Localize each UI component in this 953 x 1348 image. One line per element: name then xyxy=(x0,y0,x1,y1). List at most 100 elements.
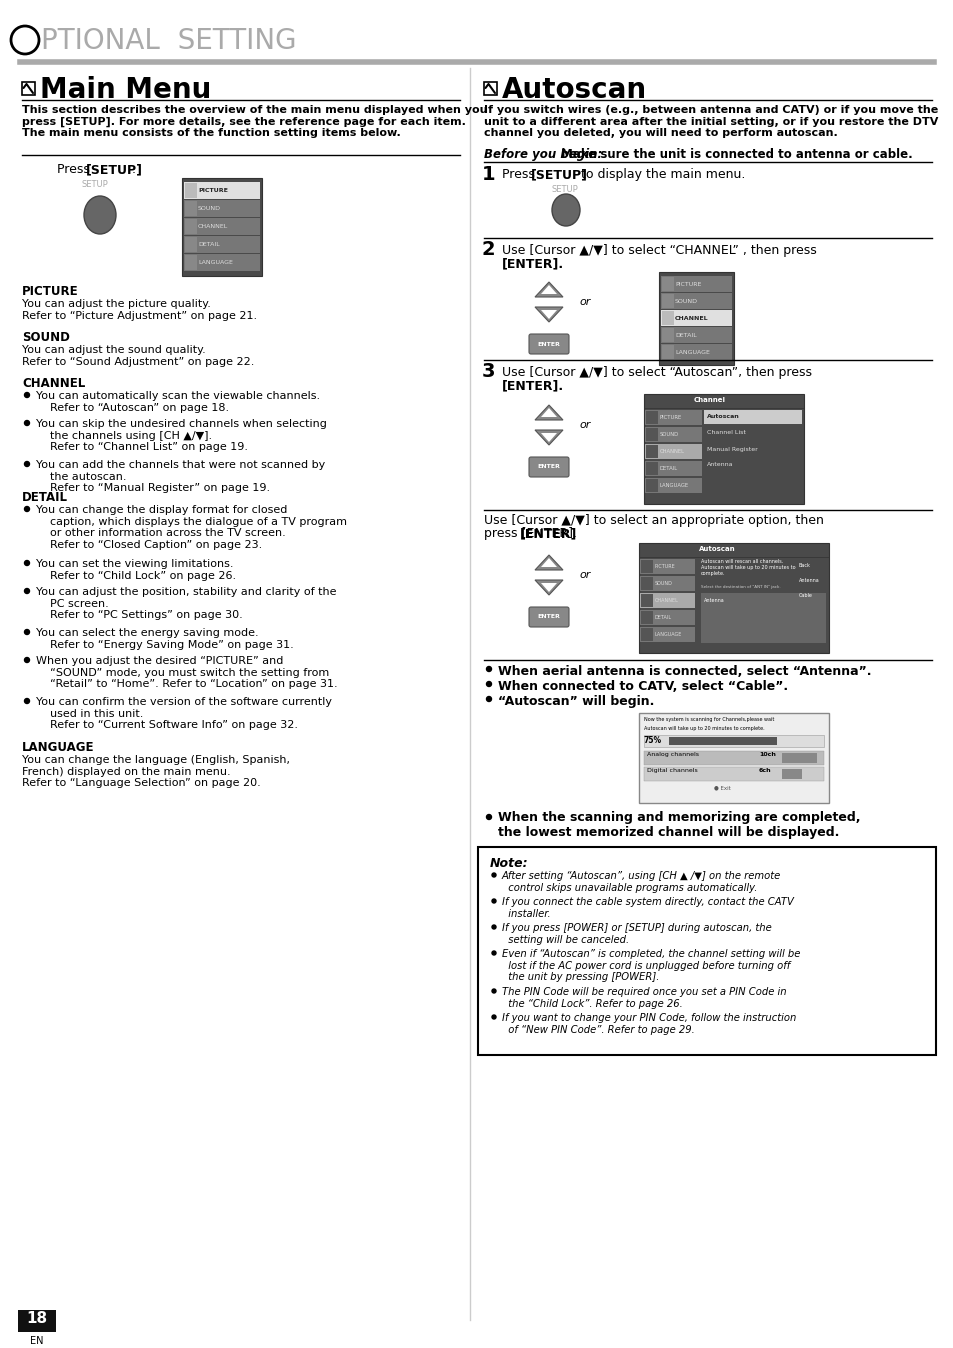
Text: If you switch wires (e.g., between antenna and CATV) or if you move the
unit to : If you switch wires (e.g., between anten… xyxy=(483,105,938,139)
Text: Make sure the unit is connected to antenna or cable.: Make sure the unit is connected to anten… xyxy=(557,148,912,160)
Text: CHANNEL: CHANNEL xyxy=(655,599,679,603)
Polygon shape xyxy=(540,582,557,592)
FancyBboxPatch shape xyxy=(640,628,652,642)
FancyBboxPatch shape xyxy=(639,627,695,642)
Text: SOUND: SOUND xyxy=(655,581,672,586)
FancyBboxPatch shape xyxy=(781,754,816,763)
FancyBboxPatch shape xyxy=(184,253,260,271)
Text: You can adjust the sound quality.
Refer to “Sound Adjustment” on page 22.: You can adjust the sound quality. Refer … xyxy=(22,345,254,367)
Text: After setting “Autoscan”, using [CH ▲ /▼] on the remote
  control skips unavaila: After setting “Autoscan”, using [CH ▲ /▼… xyxy=(501,871,781,892)
Circle shape xyxy=(25,421,30,426)
Text: Press: Press xyxy=(501,168,538,181)
Text: You can automatically scan the viewable channels.
    Refer to “Autoscan” on pag: You can automatically scan the viewable … xyxy=(36,391,320,412)
Text: DETAIL: DETAIL xyxy=(655,615,672,620)
Circle shape xyxy=(486,814,491,820)
Text: or: or xyxy=(578,297,590,307)
Text: to display the main menu.: to display the main menu. xyxy=(577,168,744,181)
Text: 1: 1 xyxy=(481,164,496,183)
Text: Select the destination of "ANT IN" jack.: Select the destination of "ANT IN" jack. xyxy=(700,585,780,589)
Text: When you adjust the desired “PICTURE” and
    “SOUND” mode, you must switch the : When you adjust the desired “PICTURE” an… xyxy=(36,656,337,689)
FancyBboxPatch shape xyxy=(529,457,568,477)
Text: DETAIL: DETAIL xyxy=(659,466,678,470)
FancyBboxPatch shape xyxy=(643,394,803,504)
Text: LANGUAGE: LANGUAGE xyxy=(675,350,709,355)
Text: [ENTER].: [ENTER]. xyxy=(501,257,563,270)
Text: PICTURE: PICTURE xyxy=(198,189,228,194)
Text: You can add the channels that were not scanned by
    the autoscan.
    Refer to: You can add the channels that were not s… xyxy=(36,460,325,493)
Text: LANGUAGE: LANGUAGE xyxy=(659,483,688,488)
Text: You can skip the undesired channels when selecting
    the channels using [CH ▲/: You can skip the undesired channels when… xyxy=(36,419,327,452)
Circle shape xyxy=(492,874,496,878)
FancyBboxPatch shape xyxy=(645,479,658,492)
FancyBboxPatch shape xyxy=(643,735,823,747)
FancyBboxPatch shape xyxy=(643,751,823,766)
Text: You can change the display format for closed
    caption, which displays the dia: You can change the display format for cl… xyxy=(36,506,347,550)
Circle shape xyxy=(492,925,496,929)
Text: PTIONAL  SETTING: PTIONAL SETTING xyxy=(41,27,296,55)
Text: Autoscan will rescan all channels.
Autoscan will take up to 20 minutes to
comple: Autoscan will rescan all channels. Autos… xyxy=(700,559,795,576)
Text: DETAIL: DETAIL xyxy=(22,491,68,504)
Text: If you connect the cable system directly, contact the CATV
  installer.: If you connect the cable system directly… xyxy=(501,896,793,918)
Text: When the scanning and memorizing are completed,: When the scanning and memorizing are com… xyxy=(497,811,860,824)
FancyBboxPatch shape xyxy=(700,593,825,643)
FancyBboxPatch shape xyxy=(18,1310,56,1332)
Text: CHANNEL: CHANNEL xyxy=(659,449,684,454)
Text: Back: Back xyxy=(799,563,810,568)
FancyBboxPatch shape xyxy=(22,82,35,94)
Text: ENTER: ENTER xyxy=(537,615,559,620)
FancyBboxPatch shape xyxy=(640,611,652,624)
Circle shape xyxy=(492,989,496,993)
FancyBboxPatch shape xyxy=(640,577,652,590)
FancyBboxPatch shape xyxy=(639,611,695,625)
Text: Before you begin:: Before you begin: xyxy=(483,148,601,160)
Text: Main Menu: Main Menu xyxy=(40,75,212,104)
Circle shape xyxy=(492,1015,496,1019)
Circle shape xyxy=(486,682,491,686)
Circle shape xyxy=(25,392,30,398)
Text: Channel List: Channel List xyxy=(706,430,745,435)
Text: Cable: Cable xyxy=(799,593,812,599)
Text: [SETUP]: [SETUP] xyxy=(86,163,143,177)
Text: Use [Cursor ▲/▼] to select “CHANNEL” , then press: Use [Cursor ▲/▼] to select “CHANNEL” , t… xyxy=(501,244,816,257)
Text: LANGUAGE: LANGUAGE xyxy=(655,632,681,638)
FancyBboxPatch shape xyxy=(477,847,935,1055)
Text: 2: 2 xyxy=(481,240,496,259)
FancyBboxPatch shape xyxy=(639,576,695,590)
Text: The PIN Code will be required once you set a PIN Code in
  the “Child Lock”. Ref: The PIN Code will be required once you s… xyxy=(501,987,786,1008)
Text: PICTURE: PICTURE xyxy=(675,282,700,287)
Text: [SETUP]: [SETUP] xyxy=(531,168,587,181)
Text: 10ch: 10ch xyxy=(759,752,775,758)
FancyBboxPatch shape xyxy=(529,334,568,355)
Text: .: . xyxy=(132,163,136,177)
Text: PICTURE: PICTURE xyxy=(659,415,681,421)
Text: ENTER: ENTER xyxy=(537,465,559,469)
FancyBboxPatch shape xyxy=(182,178,262,276)
Text: Autoscan: Autoscan xyxy=(501,75,646,104)
Text: Antenna: Antenna xyxy=(706,462,733,468)
Text: CHANNEL: CHANNEL xyxy=(675,315,708,321)
Circle shape xyxy=(25,561,30,566)
Text: SOUND: SOUND xyxy=(675,299,698,305)
Text: or: or xyxy=(578,570,590,580)
Polygon shape xyxy=(540,408,557,417)
Circle shape xyxy=(25,589,30,593)
Text: DETAIL: DETAIL xyxy=(198,243,219,248)
Text: If you press [POWER] or [SETUP] during autoscan, the
  setting will be canceled.: If you press [POWER] or [SETUP] during a… xyxy=(501,923,771,945)
Text: You can confirm the version of the software currently
    used in this unit.
   : You can confirm the version of the softw… xyxy=(36,697,332,731)
Text: 75%: 75% xyxy=(643,736,661,745)
FancyBboxPatch shape xyxy=(703,410,801,425)
Text: CHANNEL: CHANNEL xyxy=(22,377,85,390)
FancyBboxPatch shape xyxy=(644,443,701,460)
Circle shape xyxy=(486,666,491,671)
Text: LANGUAGE: LANGUAGE xyxy=(22,741,94,754)
Text: EN: EN xyxy=(30,1336,44,1347)
Text: ENTER: ENTER xyxy=(537,341,559,346)
Text: 6ch: 6ch xyxy=(759,768,771,772)
Text: PICTURE: PICTURE xyxy=(22,284,78,298)
Text: 3: 3 xyxy=(481,363,495,381)
Text: Antenna: Antenna xyxy=(799,578,819,582)
FancyBboxPatch shape xyxy=(660,276,731,293)
Text: You can adjust the picture quality.
Refer to “Picture Adjustment” on page 21.: You can adjust the picture quality. Refe… xyxy=(22,299,257,321)
Text: or: or xyxy=(578,421,590,430)
Circle shape xyxy=(492,950,496,954)
